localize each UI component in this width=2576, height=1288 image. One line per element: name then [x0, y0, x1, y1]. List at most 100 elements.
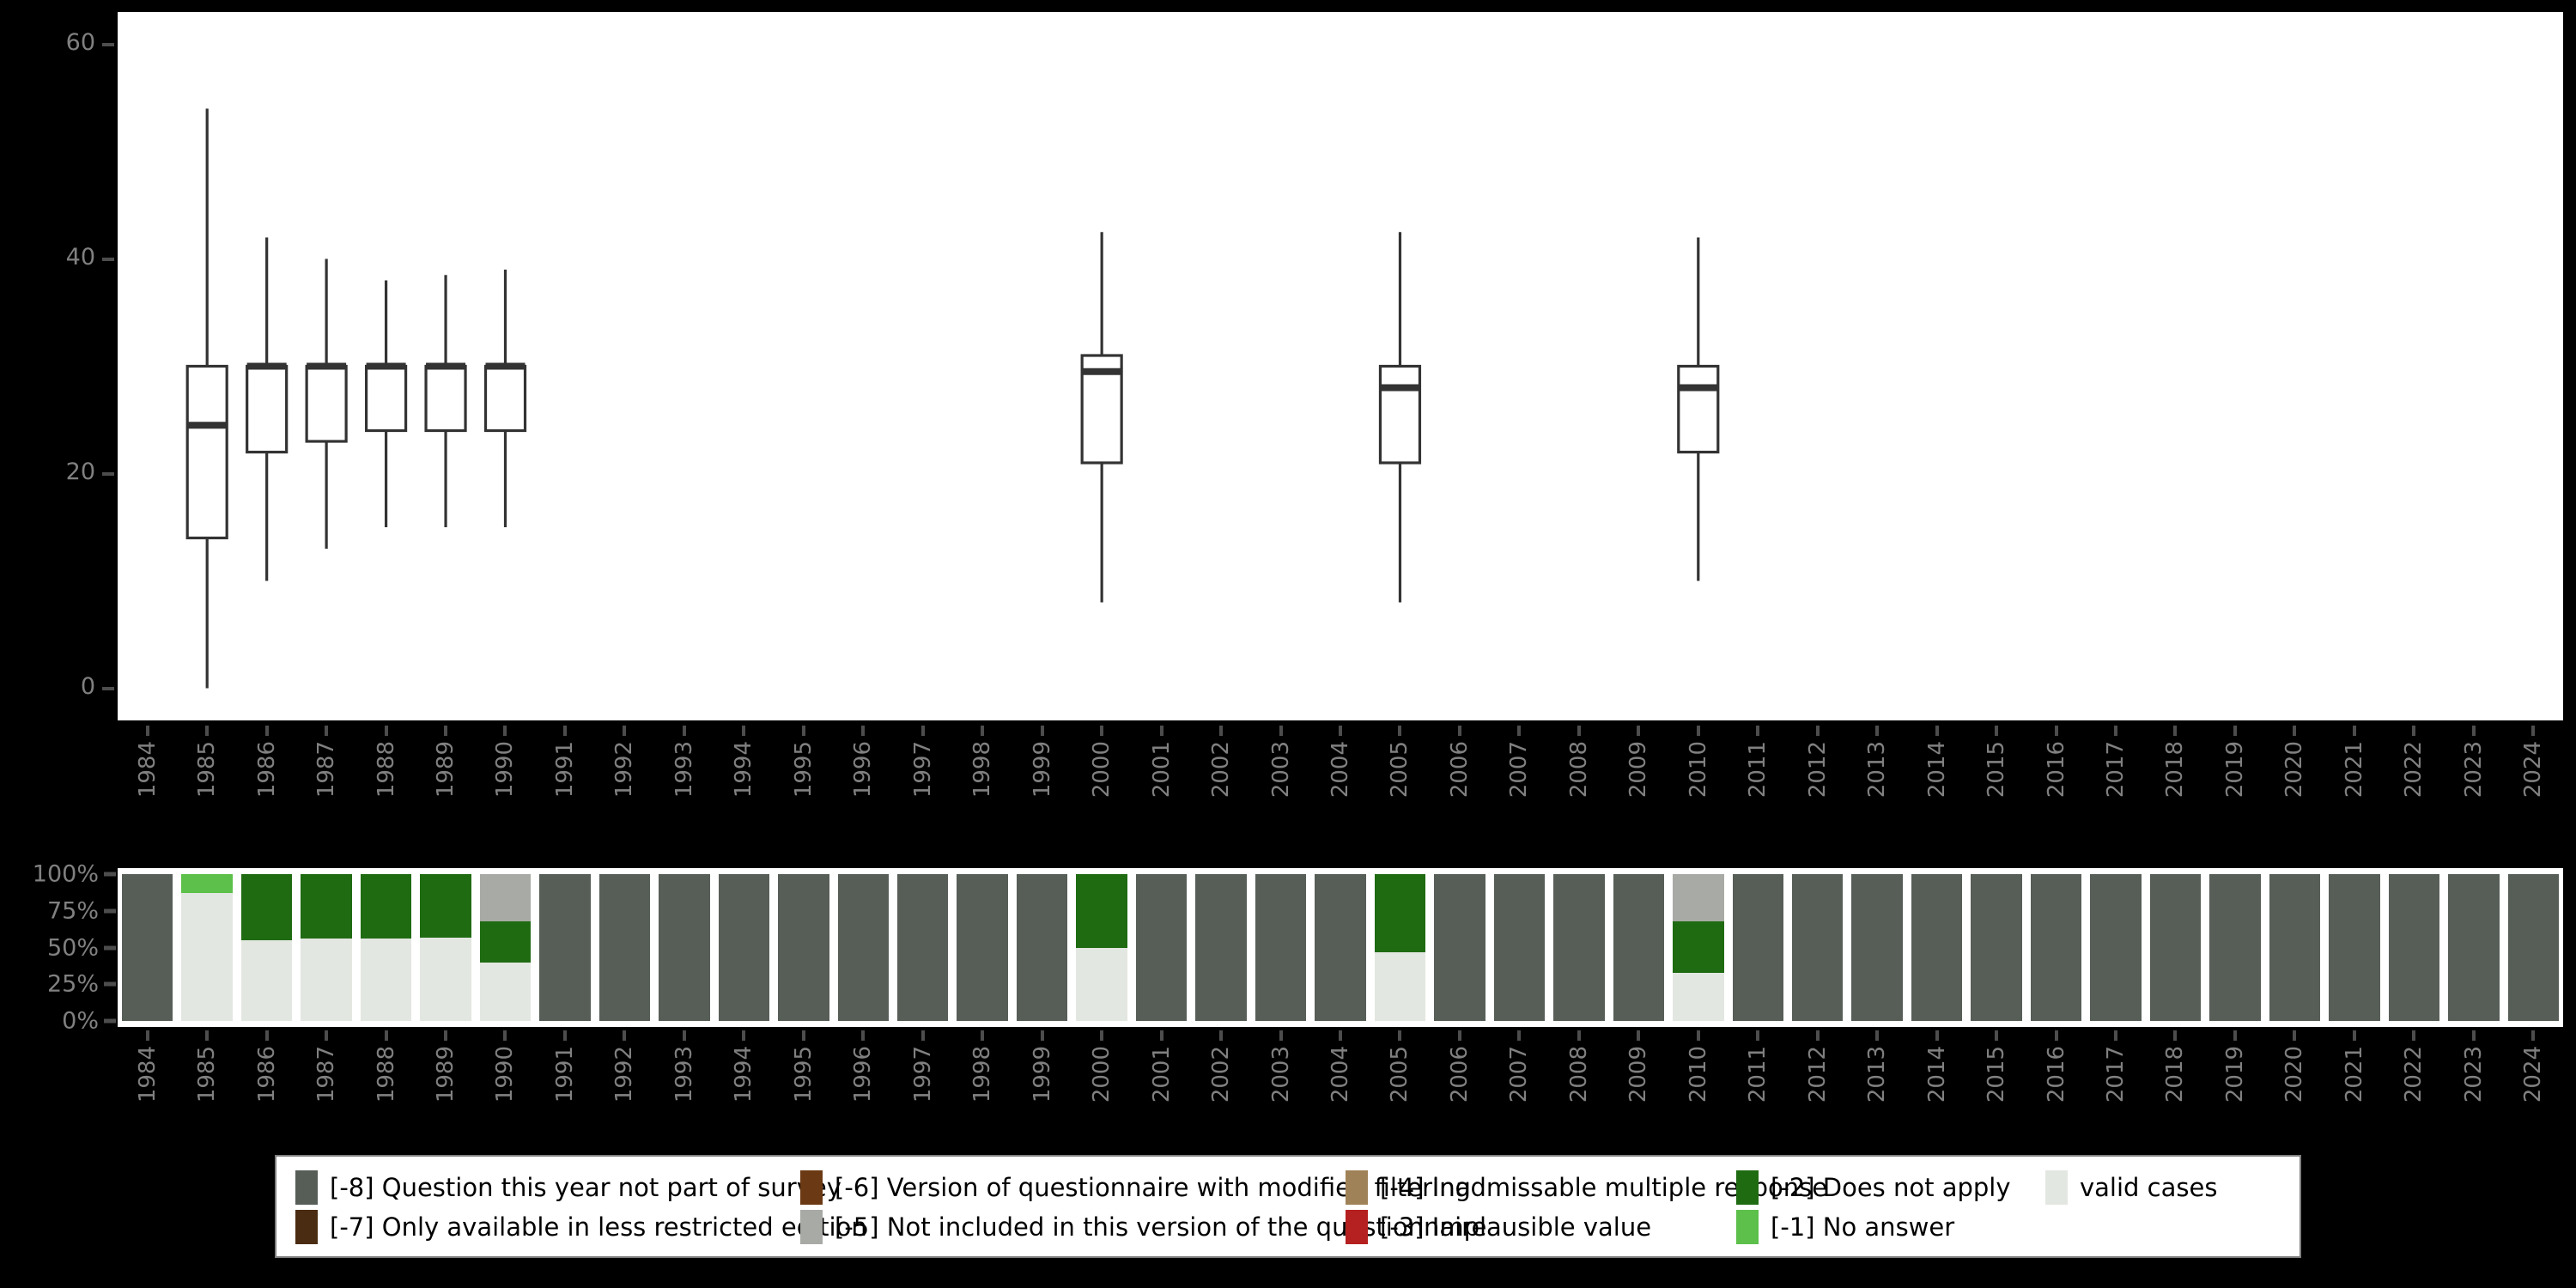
legend-item[interactable]: [-1] No answer [1736, 1210, 1954, 1244]
boxplot-iqr-box [483, 364, 527, 433]
bar-segment-does-not-apply [1374, 874, 1426, 952]
boxplot-x-tick-label: 2014 [1923, 741, 1950, 799]
boxplot-x-tick: 2015 [1966, 726, 2026, 801]
boxplot-box-1987 [305, 258, 348, 549]
barchart-x-tick-label: 1996 [850, 1046, 877, 1103]
boxplot-x-tick-mark [325, 726, 329, 736]
bar-segment-not-part-of-survey [1791, 874, 1844, 1021]
boxplot-x-tick-mark [1040, 726, 1044, 736]
barchart-x-tick: 2018 [2146, 1030, 2205, 1106]
stacked-bar-1986 [240, 874, 293, 1021]
boxplot-x-tick: 2014 [1907, 726, 1966, 801]
boxplot-x-tick-mark [1159, 726, 1163, 736]
barchart-x-tick: 1984 [118, 1030, 177, 1106]
boxplot-y-tick-mark [102, 42, 114, 46]
boxplot-x-tick-mark [1517, 726, 1522, 736]
boxplot-x-tick-mark [742, 726, 746, 736]
boxplot-x-tick-label: 2019 [2221, 741, 2248, 799]
boxplot-x-tick-label: 2010 [1685, 741, 1711, 799]
legend-label: [-1] No answer [1771, 1212, 1955, 1242]
barchart-x-tick: 2011 [1728, 1030, 1788, 1106]
stacked-bar-2013 [1851, 874, 1903, 1021]
barchart-x-tick-label: 1984 [134, 1046, 161, 1103]
boxplot-x-tick-label: 2022 [2401, 741, 2427, 799]
boxplot-x-tick-label: 2006 [1446, 741, 1473, 799]
barchart-x-tick: 1986 [237, 1030, 296, 1106]
boxplot-x-tick-mark [2054, 726, 2058, 736]
barchart-x-tick-label: 1994 [731, 1046, 757, 1103]
barchart-x-tick-mark [1219, 1030, 1224, 1041]
boxplot-x-tick: 1984 [118, 726, 177, 801]
boxplot-x-tick: 2013 [1847, 726, 1906, 801]
barchart-x-tick: 1989 [416, 1030, 475, 1106]
legend-label: [-3] Implausible value [1380, 1212, 1652, 1242]
boxplot-iqr-box [305, 364, 348, 443]
barchart-x-tick: 1987 [296, 1030, 355, 1106]
boxplot-x-tick-mark [1935, 726, 1939, 736]
boxplot-x-tick-mark [623, 726, 627, 736]
barchart-y-tick-mark [104, 872, 116, 877]
barchart-x-tick-mark [1100, 1030, 1104, 1041]
boxplot-x-tick-label: 2004 [1327, 741, 1353, 799]
boxplot-x-tick: 1991 [535, 726, 594, 801]
stacked-bar-2005 [1374, 874, 1426, 1021]
boxplot-x-tick: 2002 [1191, 726, 1250, 801]
barchart-x-tick-label: 2004 [1327, 1046, 1353, 1103]
stacked-bar-2020 [2269, 874, 2321, 1021]
bar-segment-valid-cases [1076, 947, 1127, 1021]
stacked-bar-2021 [2329, 874, 2380, 1021]
boxplot-x-tick: 1996 [834, 726, 893, 801]
boxplot-x-tick-label: 1990 [492, 741, 519, 799]
boxplot-x-tick-mark [444, 726, 448, 736]
legend-item[interactable]: valid cases [2045, 1170, 2217, 1205]
boxplot-x-tick: 2006 [1430, 726, 1489, 801]
barchart-x-tick-mark [1815, 1030, 1820, 1041]
boxplot-x-tick-mark [1756, 726, 1760, 736]
boxplot-x-tick: 2004 [1310, 726, 1370, 801]
stacked-bar-1996 [837, 874, 889, 1021]
boxplot-box-1986 [246, 237, 289, 581]
legend-item[interactable]: [-3] Implausible value [1346, 1210, 1651, 1244]
barchart-x-tick-mark [1875, 1030, 1880, 1041]
barchart-x-tick: 2004 [1310, 1030, 1370, 1106]
barchart-x-tick-label: 2016 [2043, 1046, 2069, 1103]
legend-swatch-icon [295, 1170, 318, 1205]
barchart-x-tick-label: 1990 [492, 1046, 519, 1103]
boxplot-x-tick: 2010 [1668, 726, 1728, 801]
legend-item[interactable]: [-8] Question this year not part of surv… [295, 1170, 841, 1205]
barchart-x-tick-label: 1998 [969, 1046, 996, 1103]
legend-item[interactable]: [-5] Not included in this version of the… [800, 1210, 1486, 1244]
stacked-bar-1997 [897, 874, 949, 1021]
boxplot-x-tick: 1997 [893, 726, 952, 801]
boxplot-x-tick: 2007 [1490, 726, 1549, 801]
barchart-x-tick: 1993 [654, 1030, 714, 1106]
boxplot-x-tick-label: 2012 [1804, 741, 1831, 799]
stacked-bar-2007 [1493, 874, 1546, 1021]
boxplot-svg [185, 108, 1720, 689]
boxplot-box-1985 [185, 108, 228, 689]
barchart-x-tick-label: 2003 [1267, 1046, 1294, 1103]
barchart-x-tick: 2019 [2205, 1030, 2264, 1106]
boxplot-x-tick-mark [1100, 726, 1104, 736]
barchart-x-tick-mark [325, 1030, 329, 1041]
legend-swatch-icon [1346, 1170, 1368, 1205]
barchart-y-tick-label: 0% [62, 1007, 99, 1035]
bar-segment-not-part-of-survey [1135, 874, 1188, 1021]
legend-item[interactable]: [-2] Does not apply [1736, 1170, 2011, 1205]
bar-segment-not-part-of-survey [2448, 874, 2500, 1021]
barchart-x-tick-label: 1986 [253, 1046, 280, 1103]
boxplot-x-tick-mark [682, 726, 686, 736]
legend-swatch-icon [295, 1210, 318, 1244]
boxplot-x-tick: 1993 [654, 726, 714, 801]
barchart-x-tick: 1996 [834, 1030, 893, 1106]
boxplot-x-tick-label: 2007 [1506, 741, 1533, 799]
boxplot-x-tick-mark [1398, 726, 1402, 736]
boxplot-y-tick-mark [102, 471, 114, 476]
legend-item[interactable]: [-7] Only available in less restricted e… [295, 1210, 867, 1244]
boxplot-x-tick-label: 2017 [2103, 741, 2129, 799]
stacked-bar-1995 [778, 874, 829, 1021]
barchart-x-tick: 2001 [1132, 1030, 1191, 1106]
boxplot-x-tick-label: 1994 [731, 741, 757, 799]
boxplot-x-tick-mark [1279, 726, 1283, 736]
barchart-x-tick: 2020 [2265, 1030, 2324, 1106]
